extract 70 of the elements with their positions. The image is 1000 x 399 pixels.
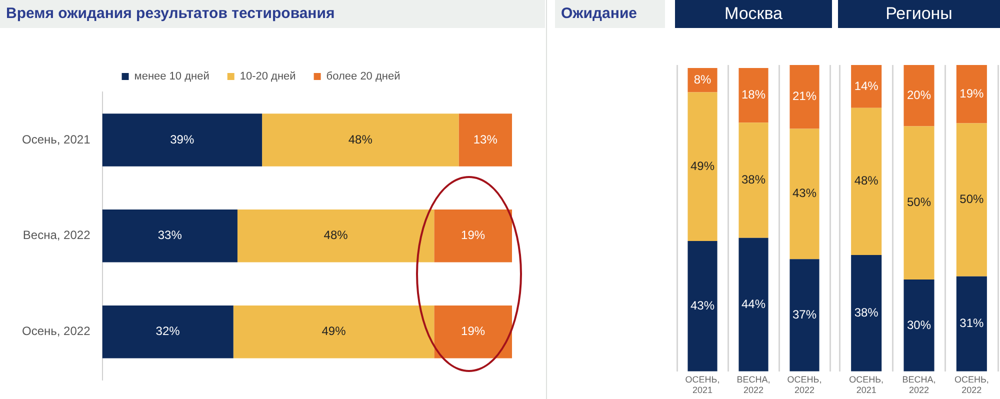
data-label: 50% (906, 195, 932, 210)
legend-label: менее 10 дней (134, 70, 210, 83)
data-label: 14% (854, 78, 879, 93)
data-label: 33% (158, 228, 182, 242)
data-label: 44% (741, 296, 766, 311)
bar (790, 128, 820, 260)
data-label: 49% (690, 158, 715, 173)
bar (233, 305, 434, 358)
x-tick-label: ОСЕНЬ, 2022 (954, 374, 989, 396)
bar (688, 240, 718, 372)
bar (956, 65, 987, 124)
data-label: 50% (960, 192, 984, 206)
bar (956, 123, 987, 276)
x-tick-label: ОСЕНЬ, 2021 (685, 374, 720, 396)
bar (956, 276, 987, 372)
chart-title: Время ожидания результатов тестирования (0, 0, 545, 28)
data-label: 49% (322, 324, 346, 338)
bar (851, 65, 882, 108)
bar (262, 114, 459, 166)
data-label: 43% (690, 298, 715, 312)
bar (790, 65, 820, 129)
bar (738, 122, 768, 238)
data-label: 21% (792, 89, 817, 104)
legend-label: более 20 дней (326, 70, 400, 83)
data-label: 48% (324, 228, 348, 242)
data-label: 30% (906, 318, 932, 332)
bar (738, 68, 768, 123)
bar (458, 114, 512, 166)
data-label: 19% (461, 228, 486, 242)
data-label: 8% (694, 72, 712, 86)
data-label: 39% (170, 132, 194, 146)
data-label: 18% (741, 88, 766, 102)
data-label: 13% (473, 132, 498, 146)
data-label: 48% (854, 174, 879, 188)
x-tick-label: ОСЕНЬ, 2022 (787, 374, 822, 396)
text: Ожидание (555, 0, 665, 28)
data-label: 31% (960, 316, 984, 330)
data-label: 43% (792, 186, 817, 200)
data-label: 38% (741, 172, 766, 187)
bar (102, 210, 238, 262)
data-label: 19% (960, 86, 984, 100)
bar (434, 210, 512, 262)
y-tick-label: Весна, 2022 (22, 228, 91, 242)
x-tick-label: ОСЕНЬ, 2021 (849, 374, 884, 396)
bar (688, 68, 718, 92)
bar (237, 210, 434, 262)
x-tick-label: ВЕСНА, 2022 (902, 374, 936, 396)
bar (738, 238, 768, 372)
bar (904, 126, 934, 280)
bar (904, 279, 934, 372)
bar (790, 259, 820, 372)
bar (434, 305, 512, 358)
data-label: 20% (906, 88, 932, 102)
chart-title: Москва (675, 0, 832, 28)
bar (102, 114, 262, 166)
x-tick-label: ВЕСНА, 2022 (736, 374, 770, 396)
data-label: 37% (792, 308, 817, 322)
bar (851, 108, 882, 255)
bar (688, 92, 718, 241)
data-label: 19% (461, 324, 486, 338)
legend-label: 10-20 дней (240, 70, 296, 83)
y-tick-label: Осень, 2022 (22, 324, 91, 338)
chart-title: Регионы (838, 0, 1000, 28)
bar (904, 65, 934, 126)
data-label: 48% (348, 132, 373, 146)
bar (851, 254, 882, 372)
y-tick-label: Осень, 2021 (22, 132, 91, 146)
data-label: 32% (156, 324, 180, 338)
data-label: 38% (854, 305, 879, 320)
bar (102, 305, 234, 358)
